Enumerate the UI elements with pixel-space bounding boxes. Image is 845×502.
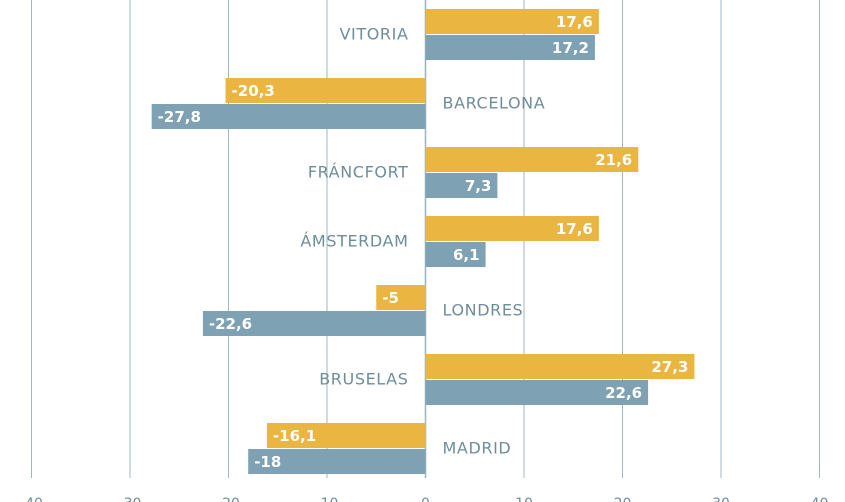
- category-label: BRUSELAS: [319, 370, 408, 389]
- bar: [425, 9, 599, 34]
- x-tick-label: 40: [811, 496, 829, 502]
- bar: [248, 449, 426, 474]
- x-tick-label: -40: [20, 496, 43, 502]
- bar-value-label: -18: [254, 453, 281, 471]
- bar: [376, 285, 426, 310]
- category-labels: VITORIA BARCELONA FRÁNCFORT ÁMSTERDAM LONDRE…: [300, 25, 546, 458]
- category-label: ÁMSTERDAM: [300, 232, 408, 251]
- bar: [425, 380, 649, 405]
- bars: 17,6 17,2 -20,3 -27,8 21,6 7,3 17,6 6,1 -5 -22,6 2…: [151, 9, 695, 474]
- category-label: LONDRES: [443, 301, 524, 320]
- bar: [266, 423, 426, 448]
- bar: [225, 78, 426, 103]
- bar: [425, 173, 498, 198]
- category-label: MADRID: [443, 439, 512, 458]
- x-tick-label: -30: [119, 496, 142, 502]
- category-label: FRÁNCFORT: [308, 163, 409, 182]
- x-tick-label: -20: [217, 496, 240, 502]
- x-tick-label: 0: [421, 496, 430, 502]
- bar-value-label: 7,3: [465, 177, 492, 195]
- bar: [425, 147, 639, 172]
- x-axis-ticks: -40 -30 -20 -10 0 10 20 30 40: [20, 496, 828, 502]
- category-label: BARCELONA: [443, 94, 546, 113]
- bar-value-label: -27,8: [158, 108, 201, 126]
- x-tick-label: -10: [316, 496, 339, 502]
- bar: [425, 216, 599, 241]
- bar-value-label: 17,2: [552, 39, 589, 57]
- bar: [151, 104, 426, 129]
- bar: [425, 35, 595, 60]
- bar-value-label: 22,6: [605, 384, 642, 402]
- x-tick-label: 10: [515, 496, 533, 502]
- bar-value-label: -20,3: [232, 82, 275, 100]
- bar-value-label: 27,3: [651, 358, 688, 376]
- x-tick-label: 20: [614, 496, 632, 502]
- bar-value-label: 17,6: [556, 220, 593, 238]
- bar-value-label: -22,6: [209, 315, 252, 333]
- x-tick-label: 30: [712, 496, 730, 502]
- bar: [202, 311, 426, 336]
- bar-value-label: 6,1: [453, 246, 480, 264]
- bar-value-label: -16,1: [273, 427, 316, 445]
- category-label: VITORIA: [339, 25, 408, 44]
- bar: [425, 354, 695, 379]
- bar: [425, 242, 486, 267]
- bar-value-label: -5: [382, 289, 399, 307]
- bar-value-label: 17,6: [556, 13, 593, 31]
- bar-value-label: 21,6: [595, 151, 632, 169]
